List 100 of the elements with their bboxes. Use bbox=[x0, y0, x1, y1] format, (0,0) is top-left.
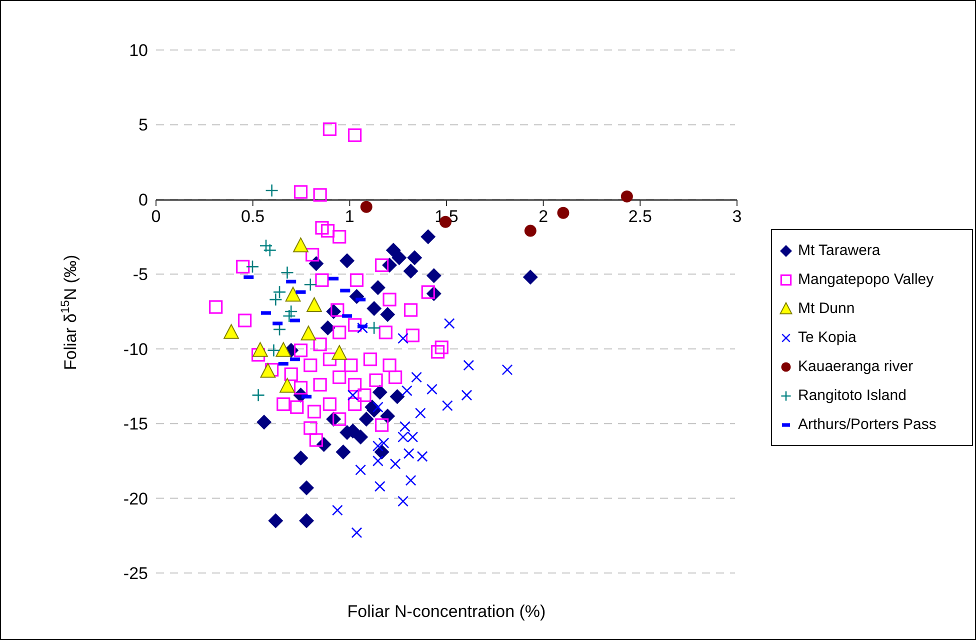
point bbox=[265, 362, 279, 377]
point bbox=[404, 303, 418, 317]
y-tick-label: -5 bbox=[132, 265, 148, 284]
y-tick-label: -20 bbox=[123, 489, 148, 508]
point bbox=[313, 378, 327, 392]
point bbox=[340, 253, 355, 268]
point bbox=[363, 352, 378, 366]
point bbox=[414, 408, 426, 419]
point bbox=[348, 128, 362, 142]
legend-label: Te Kopia bbox=[798, 329, 856, 346]
point bbox=[348, 378, 362, 392]
point bbox=[358, 388, 372, 402]
point bbox=[620, 190, 633, 202]
point bbox=[420, 229, 436, 244]
point bbox=[502, 364, 513, 376]
point bbox=[416, 450, 428, 462]
y-tick-label: 0 bbox=[138, 190, 148, 210]
legend-label: Rangitoto Island bbox=[798, 387, 906, 404]
point bbox=[401, 385, 412, 396]
point bbox=[293, 237, 308, 252]
point bbox=[426, 268, 442, 284]
point bbox=[434, 340, 448, 354]
y-tick-label: -25 bbox=[123, 564, 148, 584]
point bbox=[461, 390, 472, 401]
point bbox=[357, 322, 368, 334]
legend-label: Arthurs/Porters Pass bbox=[798, 416, 936, 433]
point bbox=[315, 221, 329, 235]
point bbox=[280, 378, 295, 393]
point bbox=[382, 358, 396, 372]
point bbox=[350, 273, 364, 287]
point bbox=[284, 367, 298, 382]
point bbox=[282, 309, 296, 323]
point bbox=[238, 314, 252, 328]
point bbox=[351, 527, 362, 538]
point bbox=[398, 496, 408, 507]
point bbox=[294, 380, 308, 395]
y-tick-label: -15 bbox=[123, 414, 148, 434]
point bbox=[294, 344, 308, 358]
point bbox=[348, 397, 362, 411]
point bbox=[442, 400, 453, 412]
legend-label: Kauaeranga river bbox=[798, 358, 914, 375]
point bbox=[463, 360, 474, 371]
point bbox=[403, 264, 418, 279]
point bbox=[522, 270, 538, 285]
y-tick-label: 5 bbox=[138, 116, 148, 135]
point bbox=[403, 448, 414, 459]
point bbox=[375, 258, 389, 272]
y-tick-label: -10 bbox=[123, 340, 148, 359]
point bbox=[269, 292, 282, 306]
point bbox=[426, 384, 438, 395]
point bbox=[304, 358, 318, 372]
point bbox=[332, 504, 343, 516]
point bbox=[306, 297, 322, 312]
point bbox=[430, 345, 445, 359]
point bbox=[370, 280, 386, 296]
point bbox=[304, 421, 318, 435]
legend-label: Mangatepopo Valley bbox=[798, 271, 934, 288]
point bbox=[268, 513, 284, 528]
point bbox=[307, 404, 322, 418]
point bbox=[524, 224, 536, 237]
point bbox=[322, 122, 336, 136]
point bbox=[444, 318, 455, 329]
point bbox=[304, 278, 318, 292]
point bbox=[388, 370, 402, 384]
x-tick-label: 0 bbox=[151, 207, 161, 226]
point bbox=[372, 440, 384, 452]
point bbox=[406, 328, 420, 342]
point bbox=[390, 458, 401, 470]
point bbox=[313, 338, 327, 352]
point bbox=[267, 344, 280, 357]
point bbox=[309, 433, 323, 447]
point bbox=[224, 324, 239, 339]
point bbox=[405, 474, 416, 486]
point bbox=[344, 358, 358, 372]
point bbox=[411, 372, 422, 383]
point bbox=[251, 348, 266, 362]
point bbox=[265, 184, 278, 198]
point bbox=[284, 304, 298, 318]
point bbox=[306, 248, 320, 262]
point bbox=[382, 292, 396, 306]
point bbox=[355, 464, 366, 476]
point bbox=[300, 326, 316, 340]
point bbox=[290, 400, 304, 414]
point bbox=[380, 306, 396, 322]
point bbox=[332, 326, 346, 340]
point bbox=[369, 373, 383, 388]
x-tick-label: 0.5 bbox=[241, 207, 265, 226]
point bbox=[252, 342, 268, 357]
point bbox=[299, 480, 314, 496]
x-tick-label: 2.5 bbox=[628, 207, 652, 226]
point bbox=[332, 412, 346, 426]
point bbox=[360, 200, 372, 213]
point bbox=[421, 285, 435, 299]
x-tick-label: 3 bbox=[732, 207, 742, 226]
point bbox=[293, 450, 308, 466]
point bbox=[336, 444, 351, 460]
point bbox=[299, 513, 314, 528]
point bbox=[372, 402, 384, 413]
point bbox=[252, 388, 265, 402]
point bbox=[332, 370, 346, 384]
